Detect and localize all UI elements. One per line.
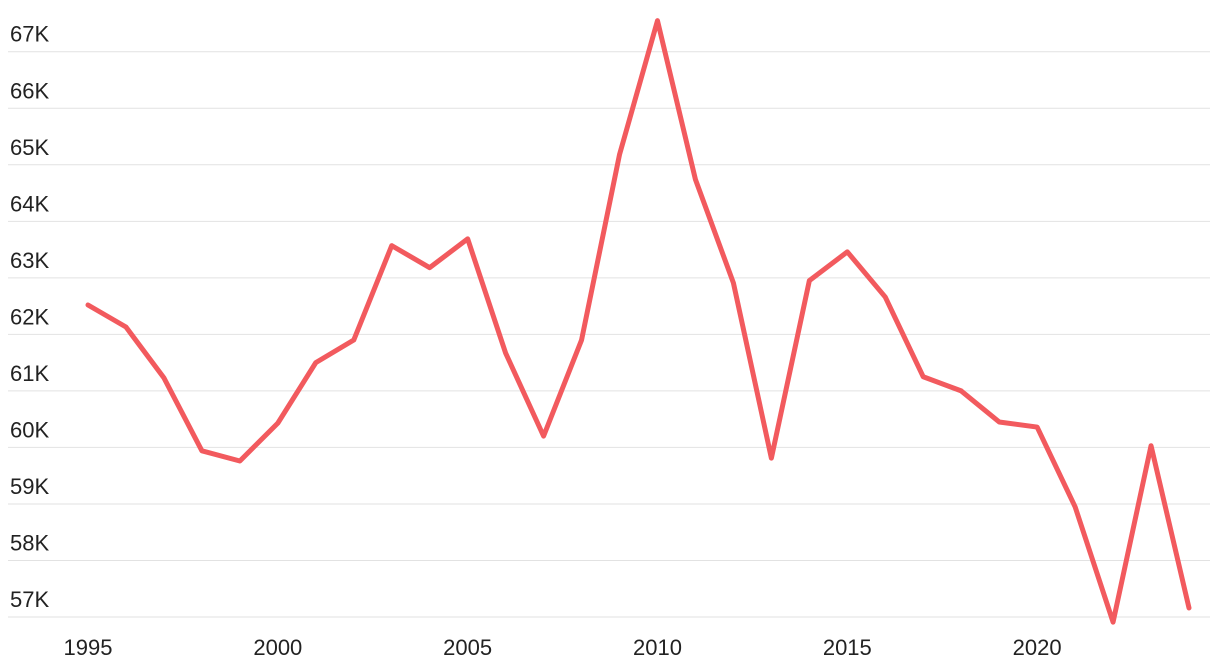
x-tick-label: 2010 <box>633 635 682 660</box>
line <box>85 18 1192 625</box>
x-tick-label: 1995 <box>64 635 113 660</box>
x-tick-label: 2020 <box>1013 635 1062 660</box>
y-tick-label: 61K <box>10 361 49 386</box>
y-tick-label: 66K <box>10 78 49 103</box>
y-tick-label: 67K <box>10 22 49 47</box>
y-tick-label: 64K <box>10 191 49 216</box>
x-tick-label: 2015 <box>823 635 872 660</box>
y-tick-label: 57K <box>10 587 49 612</box>
y-tick-label: 58K <box>10 530 49 555</box>
y-tick-label: 62K <box>10 304 49 329</box>
x-tick-label: 2000 <box>253 635 302 660</box>
y-tick-label: 63K <box>10 248 49 273</box>
y-tick-label: 59K <box>10 474 49 499</box>
y-tick-label: 65K <box>10 135 49 160</box>
x-tick-label: 2005 <box>443 635 492 660</box>
y-tick-label: 60K <box>10 417 49 442</box>
